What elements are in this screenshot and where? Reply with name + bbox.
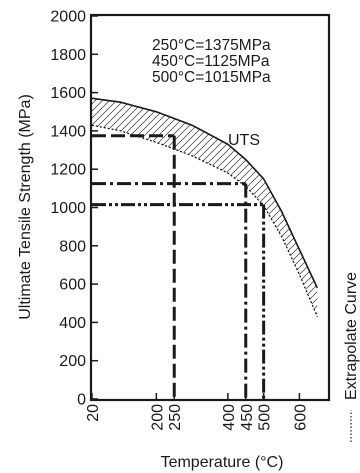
y-tick-label-1800: 1800 [50, 47, 86, 64]
x-tick-label-200: 200 [149, 404, 166, 431]
y-tick-label-2000: 2000 [50, 9, 86, 26]
legend-extrapolate-label: Extrapolate Curve [343, 272, 360, 400]
uts-line [92, 97, 319, 289]
uts-band-hatch [92, 98, 318, 317]
y-tick-label-1600: 1600 [50, 85, 86, 102]
y-tick-label-200: 200 [59, 353, 86, 370]
x-tick-label-450: 450 [239, 404, 256, 431]
y-tick-label-600: 600 [59, 277, 86, 294]
y-tick-label-1400: 1400 [50, 123, 86, 140]
y-axis-title: Ultimate Tensile Strength (MPa) [17, 94, 34, 320]
x-tick-label-500: 500 [257, 404, 274, 431]
annotation-500: 500°C=1015MPa [152, 69, 271, 86]
x-axis-title: Temperature (°C) [161, 454, 284, 471]
x-tick-label-400: 400 [221, 404, 238, 431]
y-tick-label-0: 0 [77, 392, 86, 409]
y-tick-label-400: 400 [59, 315, 86, 332]
y-tick-label-1000: 1000 [50, 200, 86, 217]
extrapolate-line [92, 124, 318, 317]
y-tick-label-1200: 1200 [50, 162, 86, 179]
x-tick-label-250: 250 [167, 404, 184, 431]
uts-series-label: UTS [228, 132, 260, 149]
y-tick-label-800: 800 [59, 238, 86, 255]
annotation-250: 250°C=1375MPa [152, 37, 271, 54]
x-tick-label-20: 20 [85, 404, 102, 422]
plot-frame [89, 13, 331, 402]
annotation-450: 450°C=1125MPa [152, 53, 270, 70]
x-tick-label-600: 600 [292, 404, 309, 431]
